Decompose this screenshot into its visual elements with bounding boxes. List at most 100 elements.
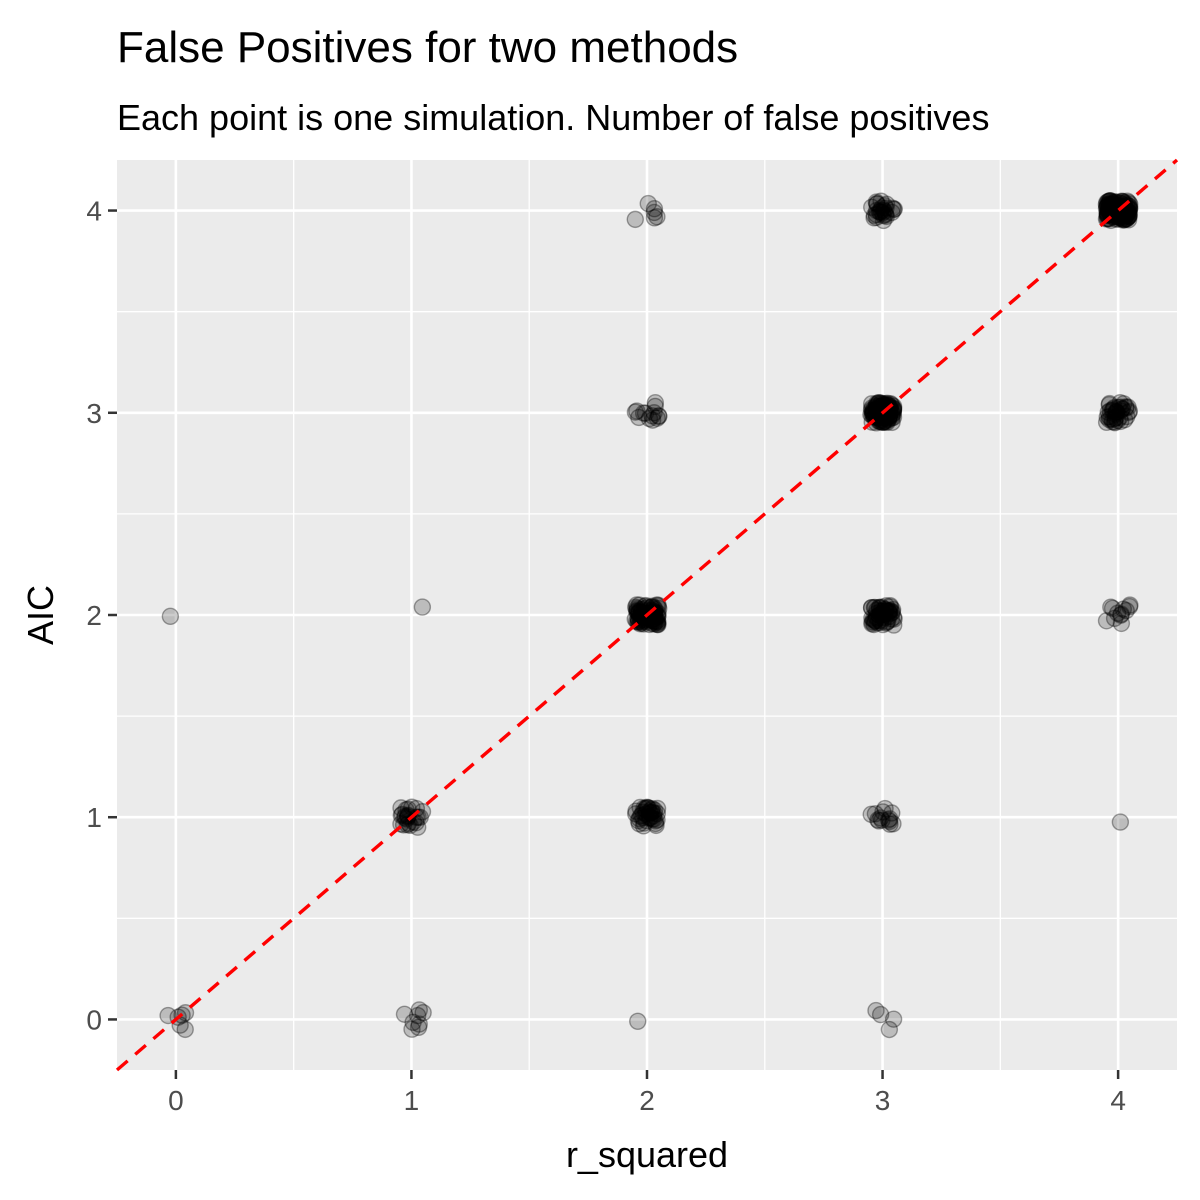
data-point bbox=[628, 602, 646, 621]
data-point bbox=[875, 398, 894, 416]
data-point bbox=[634, 404, 653, 422]
data-point bbox=[1104, 196, 1123, 214]
data-point bbox=[883, 199, 902, 217]
data-point bbox=[1113, 209, 1132, 227]
data-point bbox=[880, 607, 898, 626]
data-point bbox=[865, 598, 884, 617]
data-point bbox=[879, 409, 898, 428]
data-point bbox=[643, 597, 662, 615]
data-point bbox=[1112, 194, 1131, 213]
data-point bbox=[1102, 195, 1120, 214]
data-point bbox=[648, 409, 666, 427]
data-point bbox=[1112, 614, 1131, 633]
data-point bbox=[877, 195, 896, 213]
data-point bbox=[867, 394, 886, 413]
data-point bbox=[1120, 207, 1138, 225]
data-point bbox=[862, 395, 881, 413]
data-point bbox=[1120, 195, 1139, 213]
data-point bbox=[866, 805, 885, 823]
data-point bbox=[649, 606, 667, 625]
data-point bbox=[869, 395, 887, 413]
data-point bbox=[392, 799, 410, 817]
data-point bbox=[643, 407, 661, 425]
data-point bbox=[410, 1001, 428, 1019]
data-point bbox=[1105, 399, 1123, 417]
data-point bbox=[634, 817, 653, 835]
data-point bbox=[643, 803, 661, 822]
data-point bbox=[161, 607, 180, 626]
x-tick-label: 4 bbox=[1110, 1085, 1126, 1116]
data-point bbox=[395, 1005, 414, 1023]
data-point bbox=[1120, 597, 1139, 616]
data-point bbox=[642, 801, 660, 819]
data-point bbox=[1104, 400, 1122, 418]
data-point bbox=[878, 394, 897, 413]
data-point bbox=[873, 204, 892, 222]
data-point bbox=[876, 602, 894, 620]
data-point bbox=[1119, 207, 1138, 226]
data-point bbox=[877, 413, 895, 431]
data-point bbox=[1107, 403, 1125, 421]
data-point bbox=[626, 598, 645, 616]
data-point bbox=[648, 612, 667, 630]
data-point bbox=[883, 603, 902, 621]
data-point bbox=[881, 602, 900, 620]
data-point bbox=[868, 614, 887, 632]
data-point bbox=[1112, 402, 1130, 420]
data-point bbox=[1108, 604, 1127, 622]
data-point bbox=[880, 812, 899, 831]
data-point bbox=[867, 208, 886, 227]
data-point bbox=[1105, 609, 1124, 628]
data-point bbox=[630, 603, 648, 621]
data-point bbox=[883, 600, 902, 619]
data-point bbox=[881, 810, 899, 828]
data-point bbox=[639, 194, 657, 213]
data-point bbox=[643, 411, 662, 429]
y-axis: 0 1 2 3 4 bbox=[86, 196, 117, 1035]
data-point bbox=[864, 400, 882, 419]
data-point bbox=[1098, 206, 1116, 225]
data-point bbox=[648, 208, 666, 226]
data-point bbox=[1106, 201, 1124, 220]
data-point bbox=[393, 805, 411, 824]
data-point bbox=[628, 599, 646, 618]
data-point bbox=[1110, 198, 1128, 216]
data-point bbox=[1099, 196, 1117, 214]
data-point bbox=[645, 404, 663, 422]
data-point bbox=[633, 806, 651, 825]
data-point bbox=[867, 608, 886, 626]
data-point bbox=[869, 397, 887, 415]
data-point bbox=[398, 815, 417, 834]
data-point bbox=[1101, 402, 1119, 420]
data-point bbox=[881, 402, 899, 420]
data-points bbox=[159, 192, 1139, 1039]
reference-line-identity bbox=[115, 158, 1179, 1072]
data-point bbox=[649, 613, 667, 631]
data-point bbox=[1107, 207, 1125, 225]
data-point bbox=[1119, 208, 1137, 226]
data-point bbox=[1099, 199, 1117, 218]
data-point bbox=[881, 596, 899, 615]
data-point bbox=[627, 805, 645, 823]
data-point bbox=[1114, 193, 1132, 211]
data-point bbox=[877, 397, 896, 416]
data-point bbox=[870, 598, 889, 617]
data-point bbox=[1117, 209, 1135, 228]
data-point bbox=[650, 407, 668, 425]
data-point bbox=[879, 811, 898, 829]
data-point bbox=[631, 807, 650, 825]
data-point bbox=[628, 600, 646, 619]
data-point bbox=[642, 598, 661, 616]
data-point bbox=[648, 811, 666, 829]
data-point bbox=[639, 799, 658, 817]
data-point bbox=[646, 397, 664, 416]
data-point bbox=[877, 614, 895, 632]
data-point bbox=[1118, 205, 1136, 223]
data-point bbox=[1098, 408, 1116, 426]
data-point bbox=[646, 613, 665, 631]
data-point bbox=[1108, 403, 1126, 421]
data-point bbox=[1100, 394, 1119, 413]
data-point bbox=[644, 604, 663, 623]
data-point bbox=[874, 201, 893, 219]
data-point bbox=[1106, 409, 1124, 428]
